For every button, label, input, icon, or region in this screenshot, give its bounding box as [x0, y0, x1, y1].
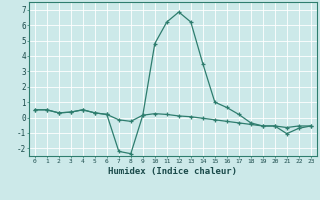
X-axis label: Humidex (Indice chaleur): Humidex (Indice chaleur) — [108, 167, 237, 176]
